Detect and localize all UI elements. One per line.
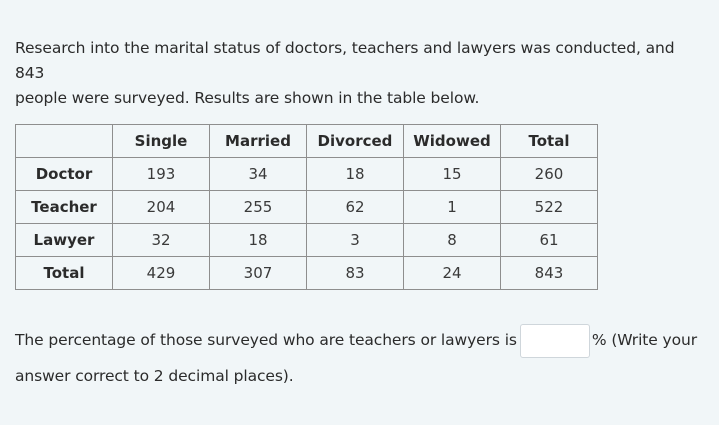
column-header-divorced: Divorced <box>306 124 404 158</box>
table-header-row: Single Married Divorced Widowed Total <box>15 124 598 158</box>
table-cell: 3 <box>306 223 404 257</box>
row-label-teacher: Teacher <box>15 190 113 224</box>
marital-status-table: Single Married Divorced Widowed Total Do… <box>15 124 598 290</box>
table-cell: 61 <box>500 223 598 257</box>
column-header-total: Total <box>500 124 598 158</box>
question-prompt: The percentage of those surveyed who are… <box>15 322 705 394</box>
table-row: Doctor 193 34 18 15 260 <box>15 157 598 191</box>
table-cell: 193 <box>112 157 210 191</box>
column-header-empty <box>15 124 113 158</box>
question-line-2: answer correct to 2 decimal places). <box>15 367 294 385</box>
table-cell: 32 <box>112 223 210 257</box>
row-label-doctor: Doctor <box>15 157 113 191</box>
table-row: Total 429 307 83 24 843 <box>15 256 598 290</box>
table-cell: 18 <box>306 157 404 191</box>
table-cell: 429 <box>112 256 210 290</box>
intro-line-2: people were surveyed. Results are shown … <box>15 89 480 107</box>
table-cell: 8 <box>403 223 501 257</box>
question-intro: Research into the marital status of doct… <box>15 36 705 111</box>
table-cell: 18 <box>209 223 307 257</box>
table-cell: 255 <box>209 190 307 224</box>
answer-input[interactable] <box>519 323 590 358</box>
table-cell: 260 <box>500 157 598 191</box>
table-cell: 522 <box>500 190 598 224</box>
question-prefix: The percentage of those surveyed who are… <box>15 331 517 349</box>
table-row: Teacher 204 255 62 1 522 <box>15 190 598 224</box>
table-cell: 1 <box>403 190 501 224</box>
column-header-widowed: Widowed <box>403 124 501 158</box>
table-cell: 83 <box>306 256 404 290</box>
table-cell: 34 <box>209 157 307 191</box>
column-header-single: Single <box>112 124 210 158</box>
question-suffix: % (Write your <box>591 331 697 349</box>
row-label-total: Total <box>15 256 113 290</box>
table-row: Lawyer 32 18 3 8 61 <box>15 223 598 257</box>
table-cell: 62 <box>306 190 404 224</box>
row-label-lawyer: Lawyer <box>15 223 113 257</box>
table-cell: 15 <box>403 157 501 191</box>
table-cell: 307 <box>209 256 307 290</box>
column-header-married: Married <box>209 124 307 158</box>
table-cell: 204 <box>112 190 210 224</box>
table-cell: 843 <box>500 256 598 290</box>
table-cell: 24 <box>403 256 501 290</box>
intro-line-1: Research into the marital status of doct… <box>15 39 675 82</box>
